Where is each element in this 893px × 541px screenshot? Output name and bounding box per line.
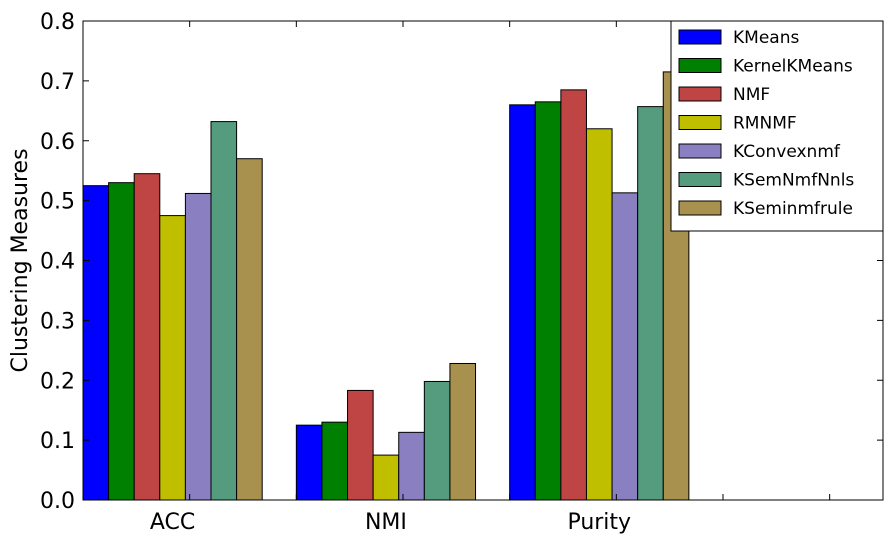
- bar-kernelkmeans-purity: [534, 101, 562, 501]
- bars-layer: [82, 71, 690, 501]
- bar-nmf-acc: [133, 173, 161, 501]
- y-tick-label: 0.7: [40, 70, 75, 95]
- y-tick-label: 0.6: [40, 130, 75, 155]
- x-axis: ACC NMI Purity: [82, 21, 831, 535]
- legend-label-kernelkmeans: KernelKMeans: [733, 57, 853, 77]
- bar-kmeans-purity: [509, 104, 536, 501]
- legend-swatch-rmnmf: [678, 115, 722, 130]
- x-tick-label-nmi: NMI: [365, 510, 407, 535]
- x-tick-label-acc: ACC: [150, 510, 195, 535]
- y-tick-label: 0.0: [40, 489, 75, 514]
- legend-label-nmf: NMF: [733, 85, 770, 105]
- y-tick-label: 0.5: [40, 190, 75, 215]
- bar-kernelkmeans-nmi: [321, 421, 349, 501]
- x-tick-label-purity: Purity: [567, 510, 631, 535]
- legend-label-ksemnmfnnls: KSemNmfNnls: [733, 171, 854, 191]
- bar-kernelkmeans-acc: [108, 182, 135, 501]
- legend-swatch-ksemnmfnnls: [678, 172, 722, 187]
- legend: KMeans KernelKMeans NMF RMNMF KConvexnmf KSem…: [670, 20, 884, 232]
- legend-swatch-nmf: [678, 86, 722, 102]
- legend-swatch-kernelkmeans: [678, 58, 722, 73]
- legend-swatch-kseminmfrule: [678, 200, 722, 216]
- bar-nmf-nmi: [347, 389, 374, 501]
- y-tick-label: 0.1: [40, 429, 75, 454]
- bar-rmnmf-nmi: [372, 454, 400, 501]
- legend-swatch-kmeans: [678, 29, 722, 45]
- bar-rmnmf-acc: [159, 215, 186, 501]
- bar-kseminmfrule-nmi: [449, 362, 477, 501]
- bar-ksemnmfnnls-acc: [210, 121, 238, 501]
- bar-nmf-purity: [560, 89, 587, 501]
- y-tick-label: 0.3: [40, 309, 75, 334]
- legend-label-kconvexnmf: KConvexnmf: [733, 142, 841, 162]
- y-axis-title: Clustering Measures: [8, 148, 33, 372]
- bar-kmeans-nmi: [295, 424, 323, 501]
- y-axis: 0.0 0.1 0.2 0.3 0.4 0.5 0.6 0.7 0.8: [40, 10, 883, 514]
- legend-label-kseminmfrule: KSeminmfrule: [733, 199, 853, 219]
- bar-kmeans-acc: [82, 185, 110, 501]
- bar-kconvexnmf-purity: [611, 192, 639, 501]
- y-tick-label: 0.8: [40, 10, 75, 35]
- bar-kconvexnmf-nmi: [398, 431, 425, 501]
- bar-rmnmf-purity: [585, 128, 613, 501]
- bar-ksemnmfnnls-purity: [637, 106, 664, 501]
- legend-label-rmnmf: RMNMF: [733, 114, 797, 134]
- y-tick-label: 0.2: [40, 369, 75, 394]
- bar-kconvexnmf-acc: [184, 192, 212, 501]
- legend-label-kmeans: KMeans: [733, 28, 799, 48]
- bar-ksemnmfnnls-nmi: [423, 380, 451, 501]
- y-tick-label: 0.4: [40, 250, 75, 275]
- legend-swatch-kconvexnmf: [678, 143, 722, 159]
- bar-kseminmfrule-acc: [236, 158, 263, 501]
